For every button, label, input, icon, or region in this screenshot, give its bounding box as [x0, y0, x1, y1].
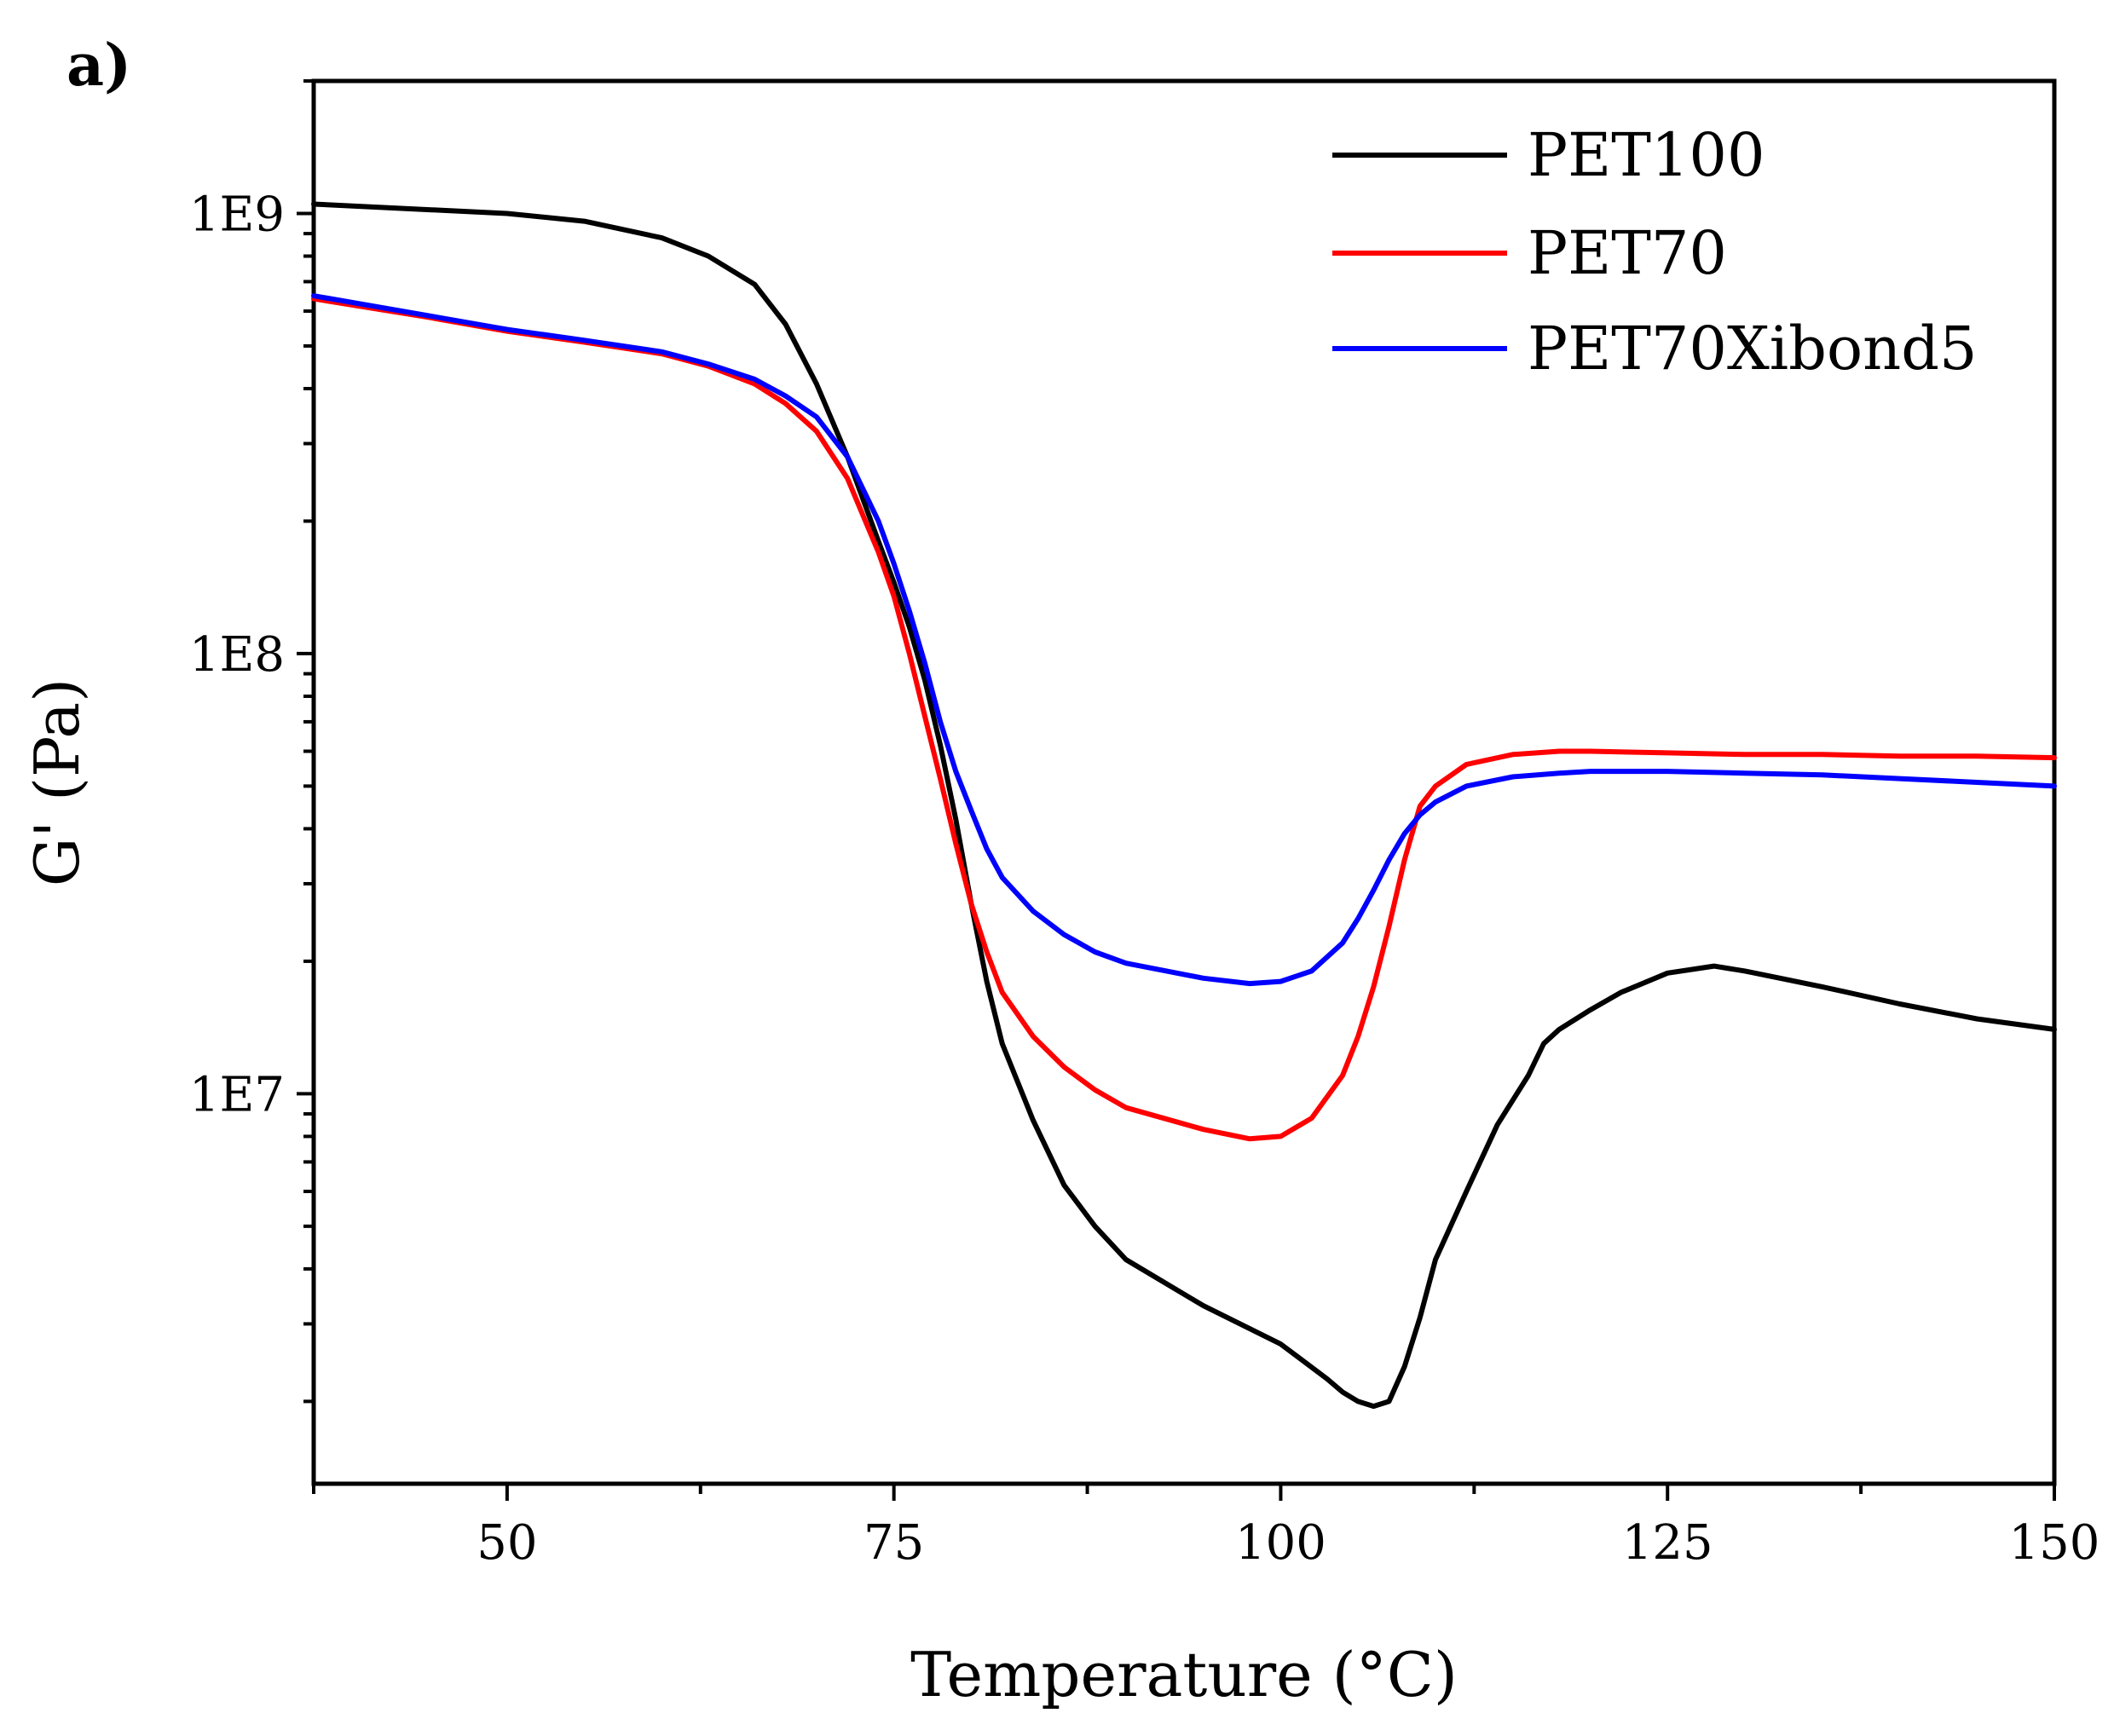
x-tick-label: 100 — [1235, 1515, 1326, 1571]
x-tick-label: 150 — [2009, 1515, 2100, 1571]
x-tick-label: 125 — [1622, 1515, 1713, 1571]
y-tick-label: 1E7 — [189, 1067, 285, 1122]
legend-label-pet100: PET100 — [1528, 120, 1765, 190]
x-axis: 50 75 100 125 150 — [312, 1484, 2100, 1571]
series-line-pet100 — [311, 201, 2057, 1410]
legend: PET100 PET70 PET70Xibond5 — [1332, 120, 1978, 384]
series-line-pet70xibond5 — [311, 293, 2057, 987]
y-axis: 1E7 1E8 1E9 — [189, 79, 314, 1404]
plot-frame — [311, 78, 2057, 1486]
panel-label: a) — [66, 32, 131, 100]
series-line-pet70 — [311, 296, 2057, 1142]
y-tick-label: 1E9 — [189, 187, 285, 242]
legend-label-pet70xibond5: PET70Xibond5 — [1528, 314, 1978, 384]
y-tick-label: 1E8 — [189, 627, 285, 683]
x-tick-label: 75 — [864, 1515, 924, 1571]
x-tick-label: 50 — [477, 1515, 537, 1571]
x-axis-title: Temperature (°C) — [910, 1639, 1458, 1710]
series-layer — [311, 201, 2057, 1410]
legend-label-pet70: PET70 — [1528, 218, 1727, 288]
y-axis-title: G' (Pa) — [21, 678, 93, 887]
